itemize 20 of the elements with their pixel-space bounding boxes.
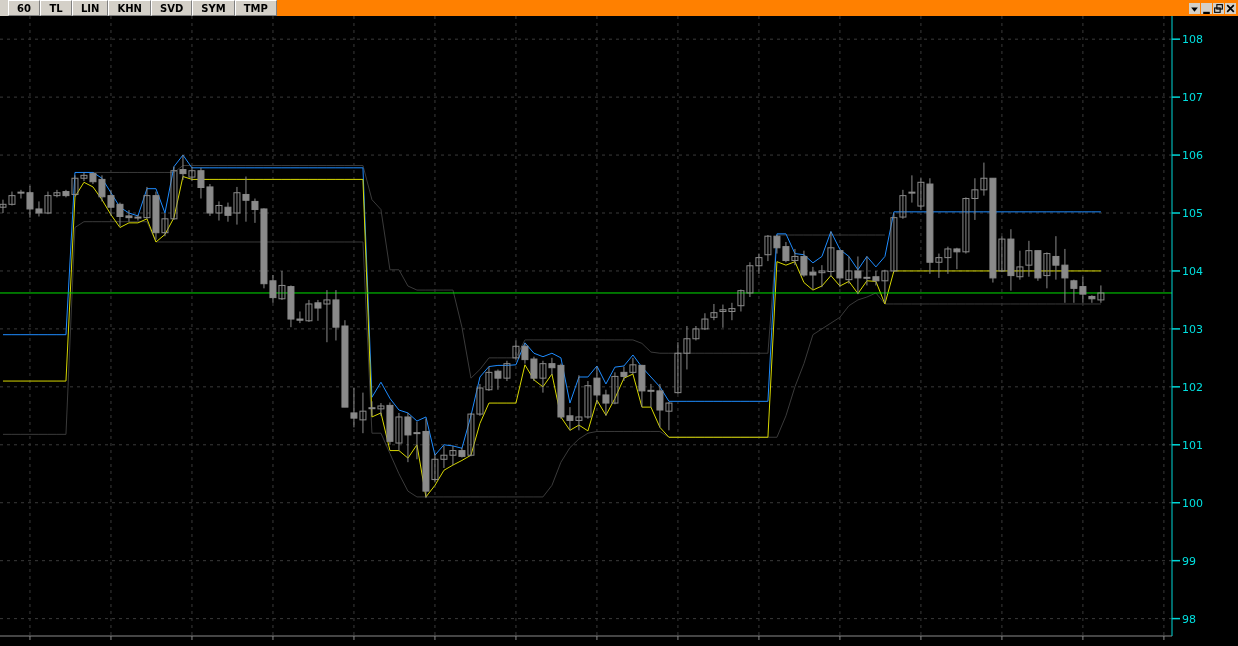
text: LIN bbox=[72, 0, 109, 16]
text: SYM bbox=[192, 0, 235, 16]
text: KHN bbox=[108, 0, 151, 16]
y-tick-label: 100 bbox=[1182, 496, 1203, 510]
y-tick-label: 105 bbox=[1182, 207, 1203, 221]
text: SVD bbox=[150, 0, 193, 16]
line-series bbox=[2, 154, 1102, 456]
y-tick-label: 103 bbox=[1182, 322, 1203, 336]
y-tick-label: 99 bbox=[1182, 554, 1196, 568]
y-tick-label: 104 bbox=[1182, 264, 1203, 278]
text: TL bbox=[40, 0, 72, 16]
text: TMP bbox=[234, 0, 277, 16]
text: 60 bbox=[8, 0, 40, 16]
y-tick-label: 98 bbox=[1182, 612, 1196, 626]
candlestick bbox=[710, 303, 718, 321]
y-tick-label: 102 bbox=[1182, 380, 1203, 394]
y-tick-label: 106 bbox=[1182, 149, 1203, 163]
y-tick-label: 101 bbox=[1182, 438, 1203, 452]
y-tick-label: 108 bbox=[1182, 33, 1203, 47]
y-tick-label: 107 bbox=[1182, 91, 1203, 105]
